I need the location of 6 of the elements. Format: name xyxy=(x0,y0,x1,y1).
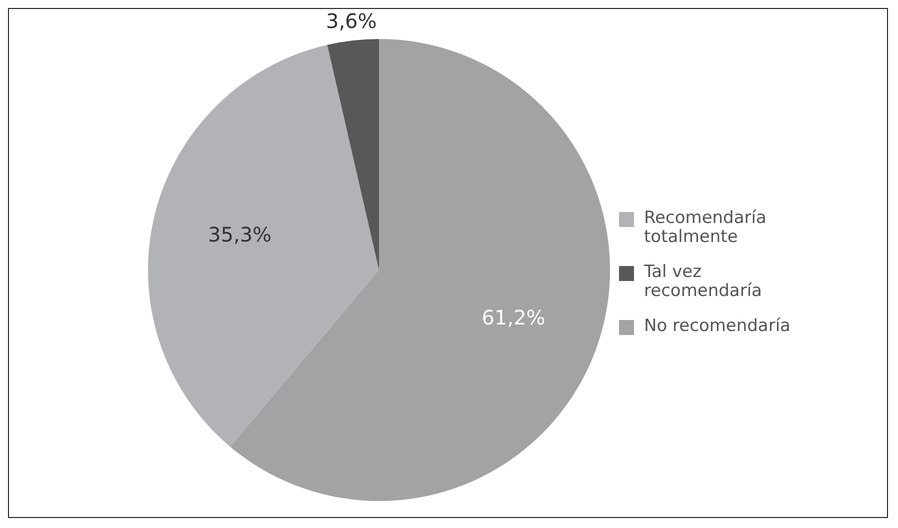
data-label: 61,2% xyxy=(482,305,546,330)
data-label: 3,6% xyxy=(326,8,377,33)
legend-label: No recomendaría xyxy=(644,316,792,336)
legend-label: Tal vez recomendaría xyxy=(644,262,763,301)
data-label: 35,3% xyxy=(208,222,272,247)
legend-label: Recomendaría totalmente xyxy=(644,208,768,247)
